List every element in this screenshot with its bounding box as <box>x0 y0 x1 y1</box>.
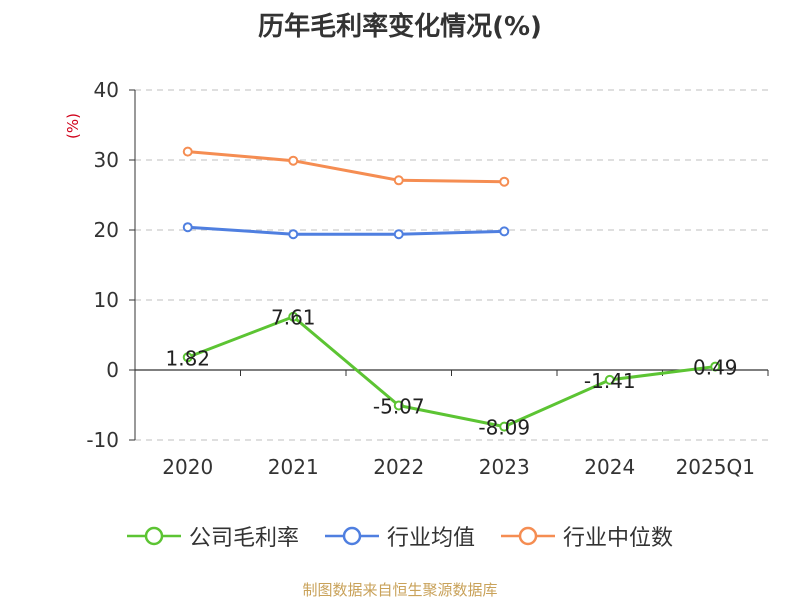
legend-label: 公司毛利率 <box>188 526 299 551</box>
legend-label: 行业均值 <box>386 526 475 551</box>
legend: 公司毛利率 行业均值 行业中位数 <box>0 520 800 552</box>
series-line-0 <box>187 315 716 429</box>
y-tick-label: 20 <box>94 218 119 242</box>
legend-marker-icon <box>324 526 379 546</box>
data-point <box>499 421 510 432</box>
data-point <box>393 400 404 411</box>
data-point <box>182 146 193 157</box>
data-point <box>499 226 510 237</box>
legend-marker-icon <box>126 526 181 546</box>
data-point <box>288 229 299 240</box>
x-tick-label: 2024 <box>584 455 635 479</box>
x-tick-label: 2025Q1 <box>676 455 755 479</box>
data-label: 0.49 <box>693 356 738 380</box>
y-tick-label: 30 <box>94 148 119 172</box>
legend-item[interactable]: 公司毛利率 <box>126 520 299 552</box>
data-point <box>393 175 404 186</box>
legend-marker-icon <box>501 526 555 546</box>
series-line-2 <box>187 150 505 184</box>
data-point <box>288 311 299 322</box>
chart-title: 历年毛利率变化情况(%) <box>258 12 542 42</box>
grid-lines <box>135 89 768 441</box>
data-point <box>393 229 404 240</box>
y-axis-label: (%) <box>64 113 82 139</box>
data-point <box>710 361 721 372</box>
series <box>182 146 721 432</box>
x-tick-label: 2021 <box>268 455 319 479</box>
data-label: -5.07 <box>373 394 425 418</box>
axes: 40 30 20 10 0 -10 2020 2021 2022 2023 2024 2025Q1 <box>86 78 769 479</box>
series-line-1 <box>187 225 505 236</box>
data-point <box>499 176 510 187</box>
data-point <box>604 374 615 385</box>
x-tick-label: 2020 <box>162 455 213 479</box>
data-labels: 1.82 7.61 -5.07 -8.09 -1.41 0.49 <box>165 306 737 440</box>
data-point <box>288 155 299 166</box>
legend-item[interactable]: 行业均值 <box>324 520 475 552</box>
legend-circle <box>342 526 362 546</box>
data-label: 1.82 <box>165 346 210 370</box>
y-tick-label: 40 <box>94 78 119 102</box>
x-tick-label: 2023 <box>479 455 530 479</box>
x-tick-label: 2022 <box>373 455 424 479</box>
legend-label: 行业中位数 <box>563 526 674 551</box>
data-label: 7.61 <box>271 306 316 330</box>
legend-item[interactable]: 行业中位数 <box>501 520 673 552</box>
y-tick-label: -10 <box>86 428 119 452</box>
y-tick-label: 10 <box>94 288 119 312</box>
data-source-note: 制图数据来自恒生聚源数据库 <box>302 581 498 599</box>
data-label: -8.09 <box>478 416 530 440</box>
data-point <box>182 352 193 363</box>
data-point <box>182 222 193 233</box>
data-label: -1.41 <box>584 369 636 393</box>
legend-circle <box>144 526 164 546</box>
legend-circle <box>518 526 538 546</box>
y-tick-label: 0 <box>106 358 119 382</box>
